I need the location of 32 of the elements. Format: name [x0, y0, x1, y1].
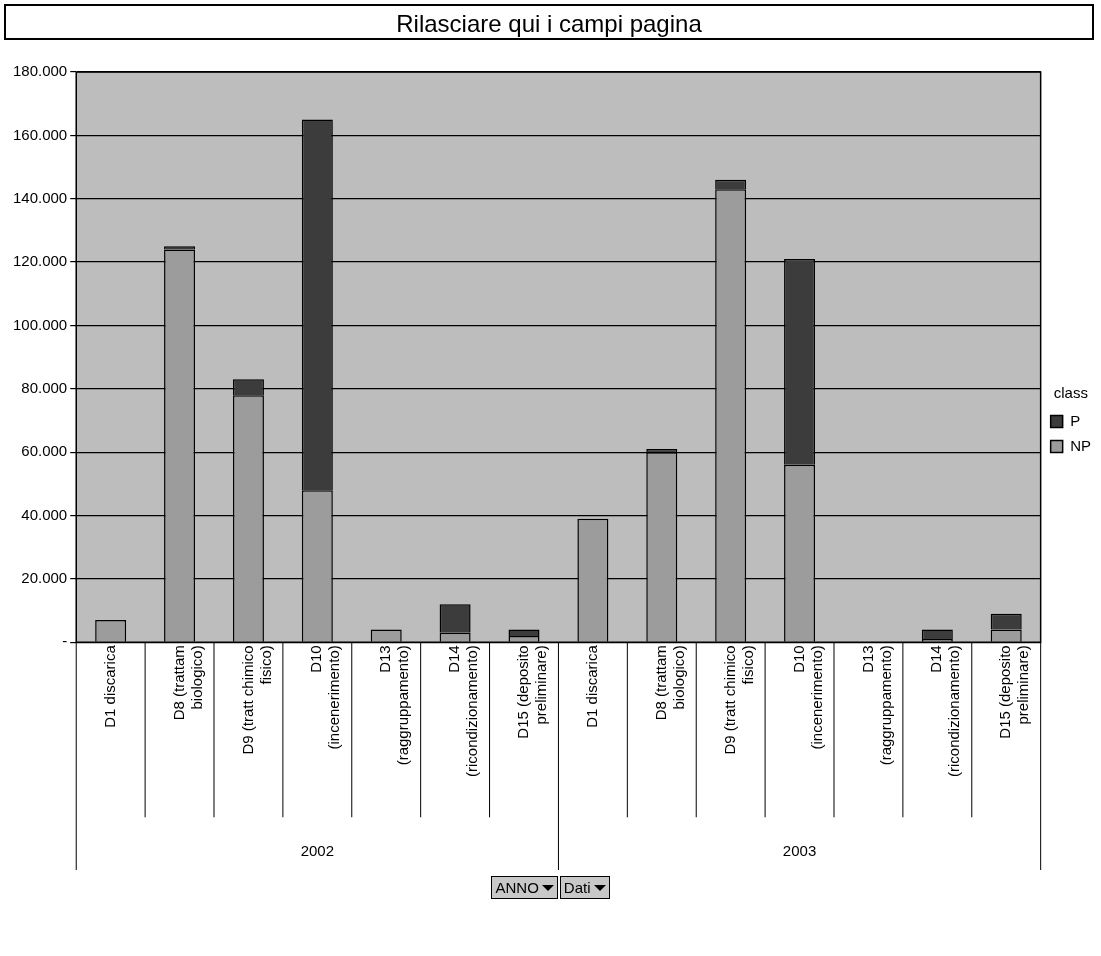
y-tick-label: -: [62, 632, 68, 650]
x-tick-label: D13 (raggruppamento): [858, 645, 894, 766]
text: ANNO: [495, 879, 539, 896]
x-tick-label: D8 (trattam biologico): [169, 645, 205, 721]
x-tick-label: D9 (tratt chimico fisico): [720, 645, 756, 755]
y-tick-label: 40.000: [21, 505, 68, 523]
x-tick-label: D14 (ricondizionamento): [445, 645, 481, 778]
y-tick-label: 160.000: [12, 125, 68, 143]
y-tick-label: 100.000: [12, 315, 68, 333]
x-tick-label: D15 (deposito preliminare): [996, 645, 1032, 739]
text: Dati: [563, 879, 591, 896]
y-tick-label: 20.000: [21, 569, 68, 587]
x-tick-label: D10 (incenerimento): [789, 645, 825, 750]
x-tick-label: D10 (incenerimento): [307, 645, 343, 750]
y-tick-label: 140.000: [12, 188, 68, 206]
y-tick-label: 180.000: [12, 62, 68, 80]
text: 2002: [300, 842, 335, 860]
x-tick-label: D8 (trattam biologico): [651, 645, 687, 721]
text: 2003: [782, 842, 817, 860]
y-tick-label: 120.000: [12, 252, 68, 270]
x-tick-label: D1 discarica: [583, 644, 601, 728]
chart-title: Rilasciare qui i campi pagina: [4, 4, 1094, 40]
y-tick-label: 80.000: [21, 378, 68, 396]
x-tick-label: D13 (raggruppamento): [376, 645, 412, 766]
legend-label: P: [1070, 411, 1081, 429]
legend-title: class: [1053, 383, 1088, 401]
x-tick-label: D1 discarica: [100, 644, 118, 728]
x-tick-label: D14 (ricondizionamento): [927, 645, 963, 778]
x-tick-label: D15 (deposito preliminare): [514, 645, 550, 739]
y-tick-label: 60.000: [21, 442, 68, 460]
legend-label: NP: [1070, 436, 1092, 454]
x-tick-label: D9 (tratt chimico fisico): [238, 645, 274, 755]
